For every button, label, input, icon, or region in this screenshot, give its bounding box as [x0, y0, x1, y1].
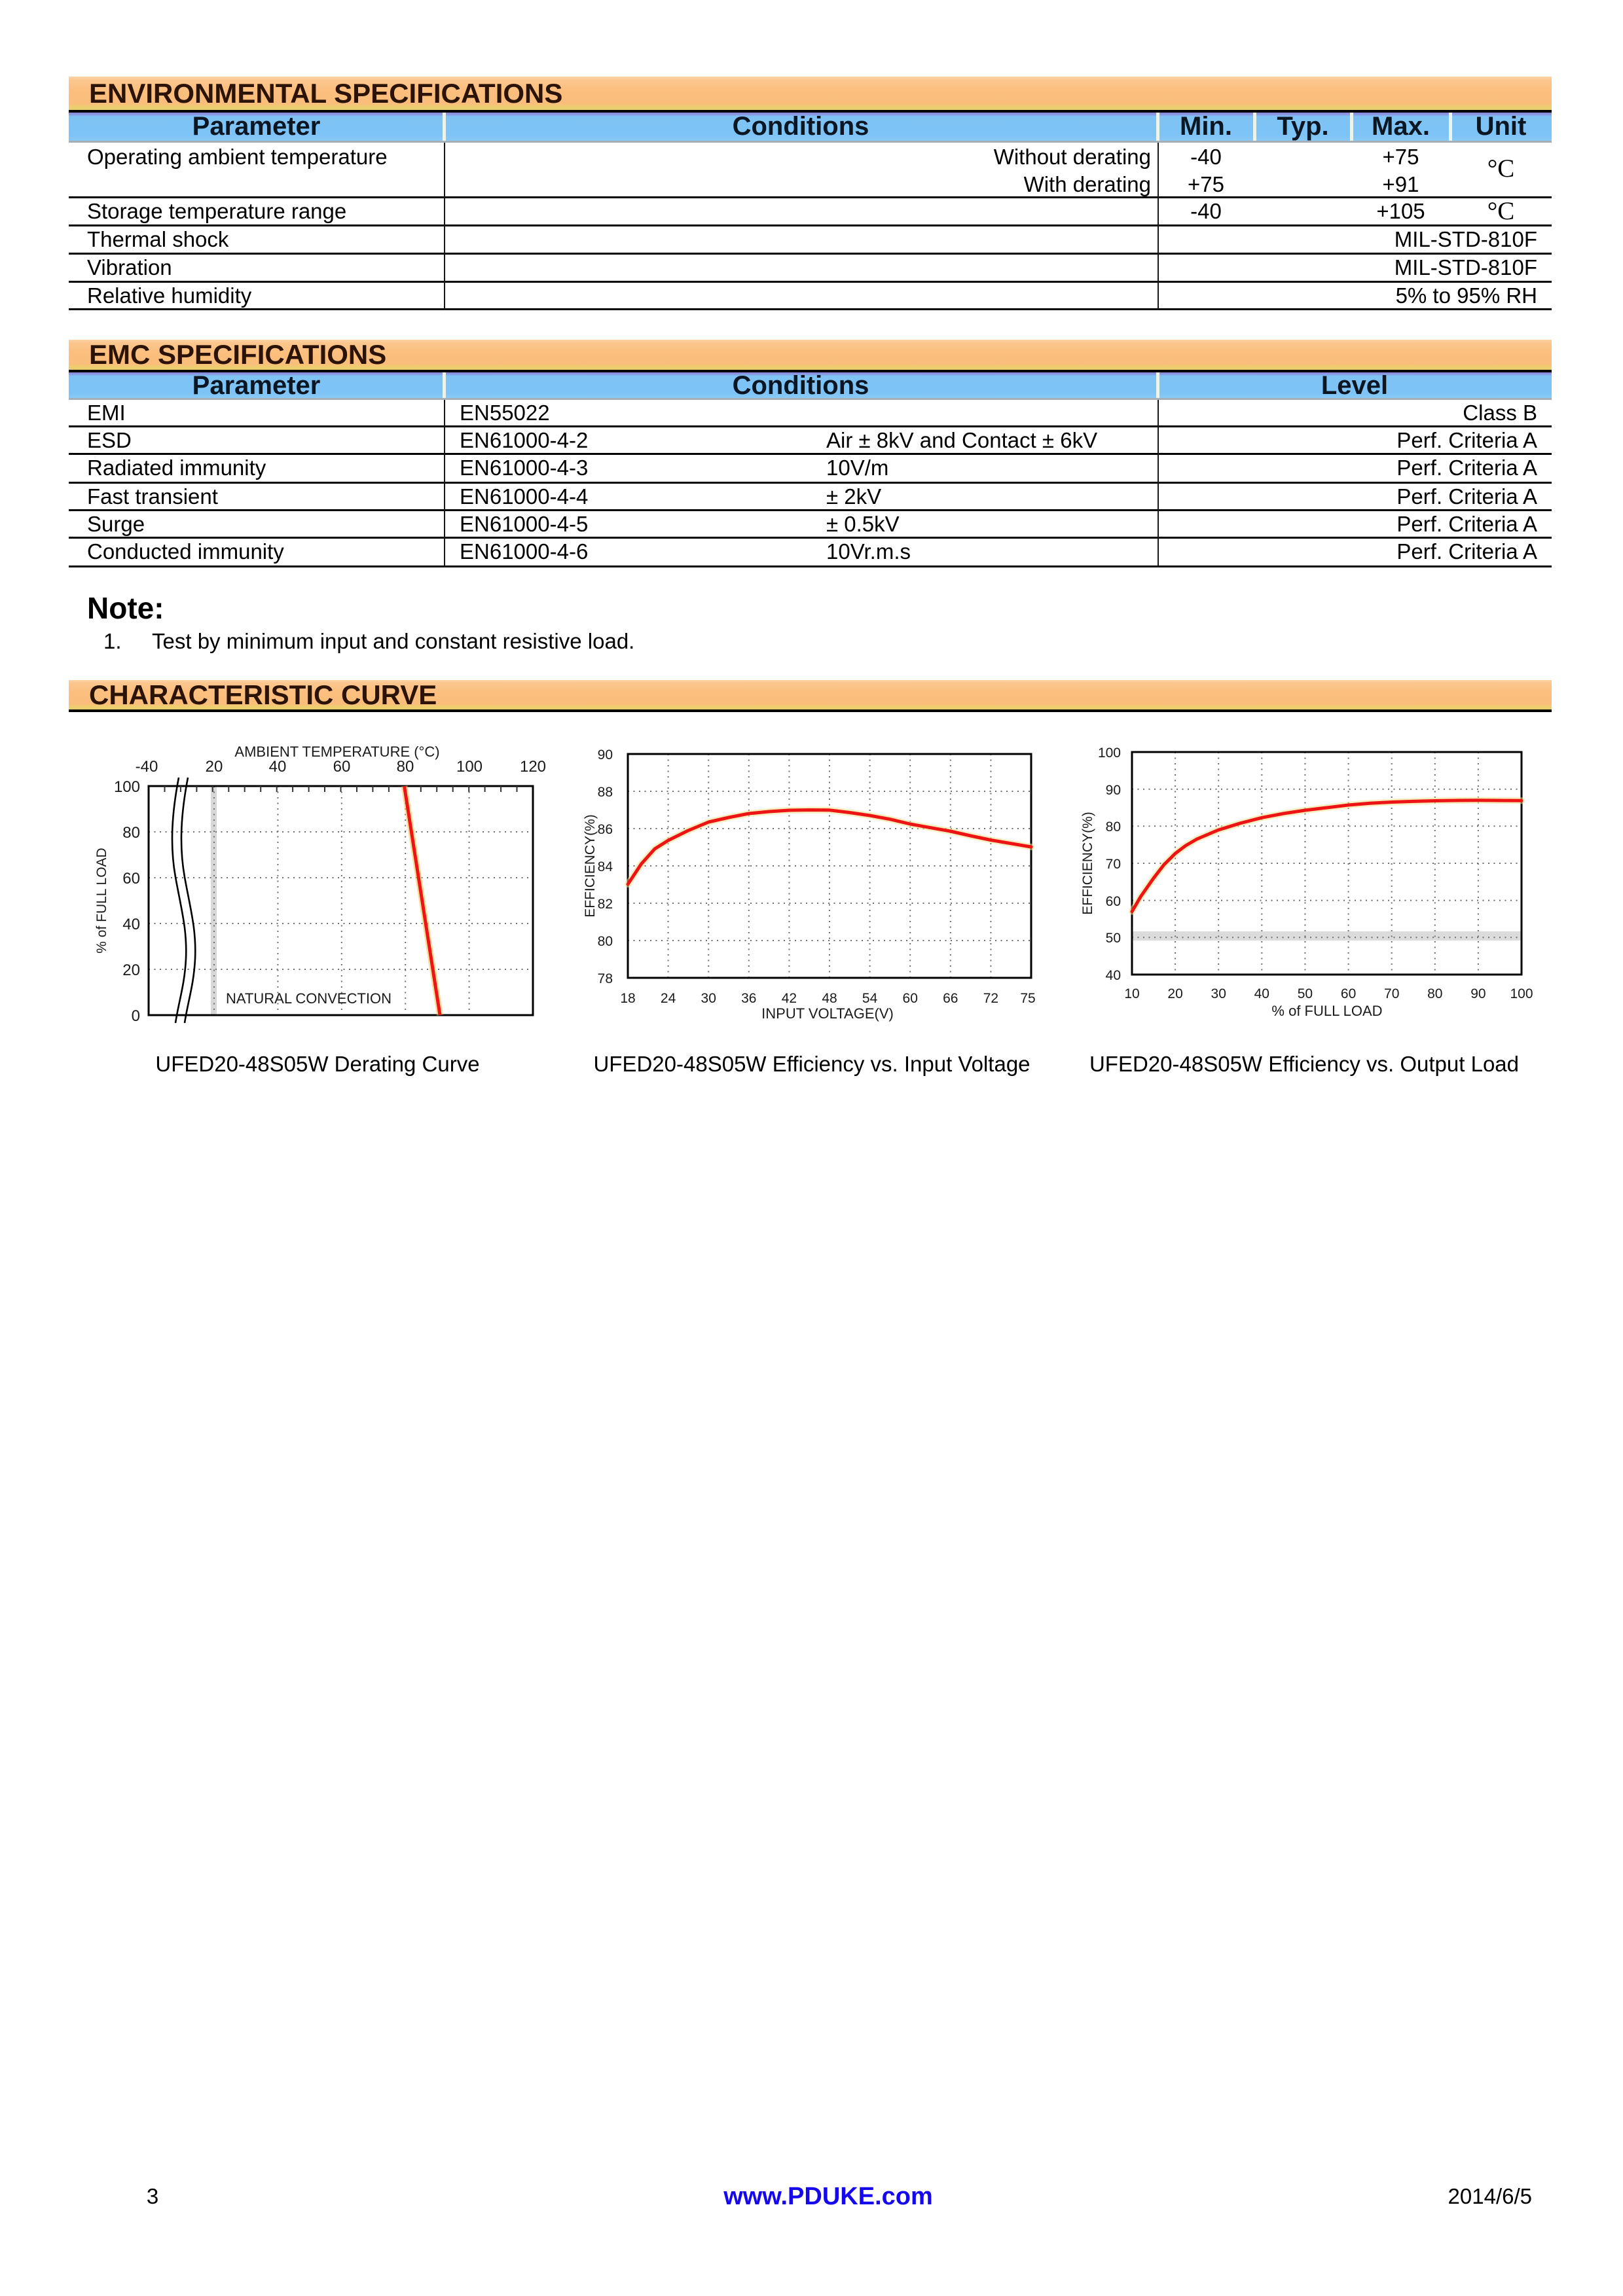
- svg-text:NATURAL CONVECTION: NATURAL CONVECTION: [226, 990, 392, 1007]
- svg-text:30: 30: [701, 991, 716, 1006]
- svg-text:20: 20: [1167, 986, 1182, 1001]
- svg-text:24: 24: [661, 991, 676, 1006]
- svg-text:100: 100: [456, 758, 483, 776]
- svg-text:INPUT VOLTAGE(V): INPUT VOLTAGE(V): [761, 1005, 894, 1022]
- svg-text:% of FULL LOAD: % of FULL LOAD: [1271, 1003, 1382, 1019]
- svg-text:40: 40: [269, 758, 287, 776]
- svg-text:40: 40: [1106, 968, 1121, 983]
- svg-text:90: 90: [1470, 986, 1486, 1001]
- svg-text:-40: -40: [136, 758, 158, 776]
- svg-text:48: 48: [822, 991, 837, 1006]
- svg-text:60: 60: [122, 870, 140, 888]
- svg-text:0: 0: [132, 1007, 140, 1025]
- svg-text:80: 80: [1106, 819, 1121, 834]
- svg-text:70: 70: [1384, 986, 1399, 1001]
- svg-text:90: 90: [1106, 783, 1121, 798]
- svg-text:40: 40: [122, 916, 140, 933]
- svg-text:EFFICIENCY(%): EFFICIENCY(%): [583, 814, 598, 918]
- svg-text:AMBIENT TEMPERATURE (°C): AMBIENT TEMPERATURE (°C): [234, 744, 439, 760]
- svg-text:120: 120: [520, 758, 546, 776]
- svg-text:60: 60: [903, 991, 918, 1006]
- svg-text:42: 42: [782, 991, 797, 1006]
- svg-text:10: 10: [1124, 986, 1139, 1001]
- svg-text:70: 70: [1106, 857, 1121, 872]
- svg-text:40: 40: [1254, 986, 1269, 1001]
- svg-text:60: 60: [1106, 894, 1121, 909]
- svg-text:80: 80: [598, 934, 613, 949]
- svg-text:88: 88: [598, 785, 613, 800]
- svg-text:EFFICIENCY(%): EFFICIENCY(%): [1080, 812, 1095, 915]
- svg-text:36: 36: [741, 991, 756, 1006]
- svg-text:54: 54: [862, 991, 878, 1006]
- svg-text:66: 66: [943, 991, 958, 1006]
- svg-text:100: 100: [1098, 745, 1121, 761]
- svg-text:20: 20: [122, 961, 140, 979]
- svg-text:% of FULL LOAD: % of FULL LOAD: [94, 848, 109, 953]
- svg-text:50: 50: [1106, 931, 1121, 946]
- svg-text:100: 100: [114, 778, 140, 796]
- svg-text:80: 80: [397, 758, 414, 776]
- svg-text:80: 80: [122, 824, 140, 842]
- svg-text:86: 86: [598, 822, 613, 837]
- svg-text:60: 60: [1341, 986, 1356, 1001]
- svg-text:80: 80: [1427, 986, 1442, 1001]
- svg-text:84: 84: [598, 859, 613, 874]
- svg-text:30: 30: [1211, 986, 1226, 1001]
- svg-text:75: 75: [1020, 991, 1035, 1006]
- svg-text:20: 20: [206, 758, 223, 776]
- svg-text:82: 82: [598, 897, 613, 912]
- svg-text:72: 72: [983, 991, 998, 1006]
- svg-text:78: 78: [598, 971, 613, 986]
- svg-text:60: 60: [333, 758, 351, 776]
- svg-text:100: 100: [1510, 986, 1533, 1001]
- svg-text:50: 50: [1298, 986, 1313, 1001]
- svg-text:18: 18: [620, 991, 635, 1006]
- svg-text:90: 90: [598, 747, 613, 762]
